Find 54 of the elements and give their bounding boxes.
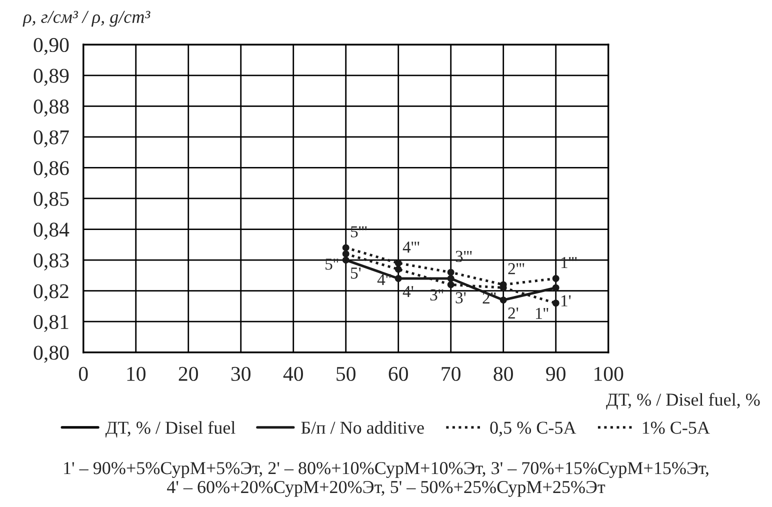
x-tick-label: 80 xyxy=(494,366,513,381)
annotation: 3' xyxy=(456,292,466,304)
x-tick-label: 60 xyxy=(388,366,408,381)
x-tick-label: 30 xyxy=(231,366,250,381)
x-tick-label: 10 xyxy=(127,366,146,381)
point xyxy=(552,275,560,282)
annotation: 3'' xyxy=(430,289,444,301)
x-tick-label: 50 xyxy=(336,366,356,381)
y-tick-label: 0,83 xyxy=(34,253,69,270)
point xyxy=(394,275,402,282)
y-tick-label: 0,81 xyxy=(34,314,68,332)
point xyxy=(447,281,454,288)
x-tick-label: 100 xyxy=(594,366,624,381)
point xyxy=(552,300,560,307)
y-tick-label: 0,87 xyxy=(34,130,69,148)
point xyxy=(447,275,454,282)
legend-label: Б/п / No additive xyxy=(301,421,424,434)
x-tick-label: 40 xyxy=(283,366,303,381)
point xyxy=(394,266,402,273)
x-tick-label: 90 xyxy=(546,366,566,381)
annotation: 2'' xyxy=(482,292,496,304)
point xyxy=(342,256,350,264)
annotation: 1' xyxy=(561,295,571,306)
annotation: 5' xyxy=(350,268,361,279)
x-tick-label: 20 xyxy=(178,366,198,381)
y-tick-label: 0,89 xyxy=(34,68,69,86)
annotation: 4'' xyxy=(377,274,391,286)
y-tick-label: 0,84 xyxy=(34,222,70,240)
legend-label: ДТ, % / Disel fuel xyxy=(105,420,236,438)
annotation: 2' xyxy=(508,308,518,319)
y-tick-label: 0,86 xyxy=(34,161,69,178)
x-tick-label: 70 xyxy=(442,366,460,381)
y-tick-label: 0,85 xyxy=(34,192,69,209)
point xyxy=(342,244,350,252)
annotation: 2''' xyxy=(508,263,524,274)
annotation: 1'' xyxy=(536,308,548,319)
annotation: 4''' xyxy=(402,242,420,253)
y-tick-label: 0,90 xyxy=(34,38,69,56)
annotation: 3''' xyxy=(456,250,472,262)
text: 1' – 90%+5%СурМ+5%Эт, 2' – 80%+10%СурМ+10%Эт, 3' – 70%+15%СурМ+15%Эт, 4' – 60%+20%СурМ+20%Эт, 5' – 50%+25%СурМ+25%Эт xyxy=(64,462,708,497)
point xyxy=(500,296,507,304)
point xyxy=(447,268,454,276)
legend-label: 0,5 % С-5А xyxy=(490,422,576,436)
point xyxy=(394,260,402,267)
y-axis-title: ρ, г/см³ / ρ, g/cm³ xyxy=(22,10,150,27)
y-tick-label: 0,82 xyxy=(34,284,68,302)
x-axis-title: ДТ, % / Disel fuel, % xyxy=(606,392,760,410)
x-tick-label: 0 xyxy=(78,366,88,381)
point xyxy=(342,250,350,258)
annotation: 5'' xyxy=(326,258,338,270)
point xyxy=(552,284,560,292)
y-tick-label: 0,80 xyxy=(34,346,69,363)
legend-label: 1% С-5А xyxy=(642,422,710,434)
y-tick-label: 0,88 xyxy=(34,100,69,117)
